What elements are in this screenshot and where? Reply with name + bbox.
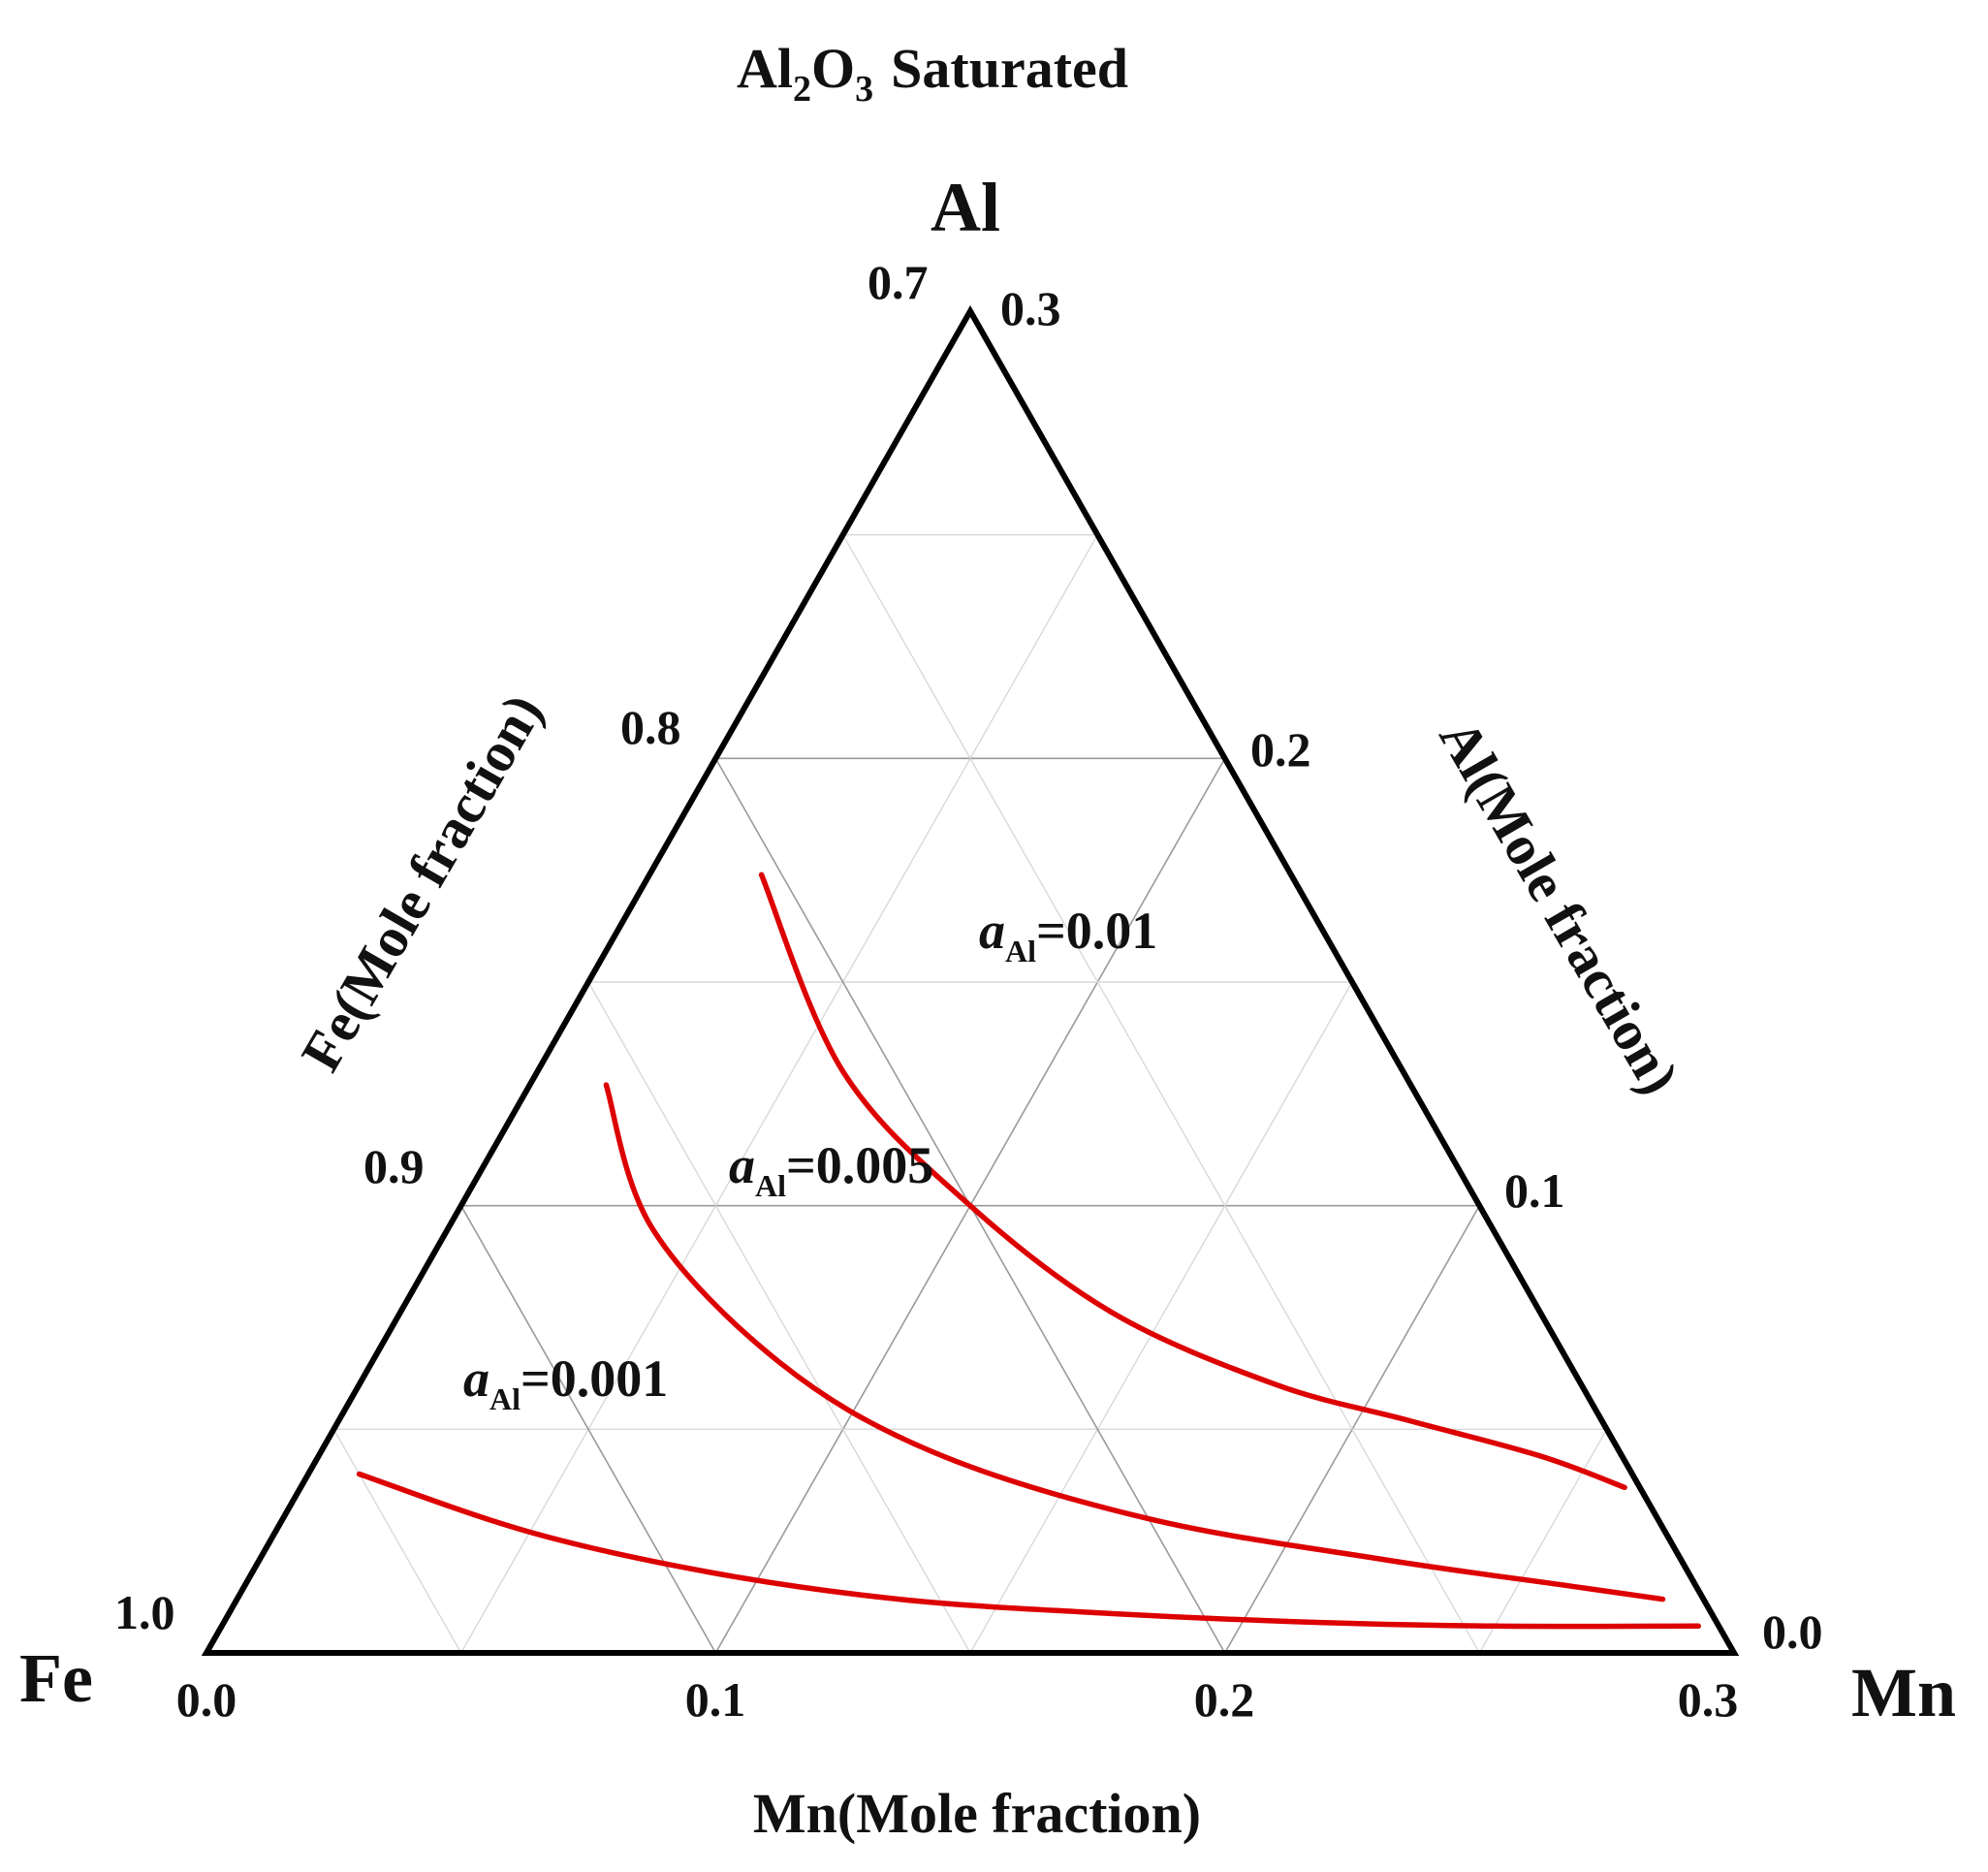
al-axis-title: Al(Mole fraction) <box>1427 709 1691 1104</box>
gridline-mn <box>969 981 1353 1654</box>
fe-tick-0.9: 0.9 <box>363 1139 425 1193</box>
curve-series-1 <box>603 1082 1666 1602</box>
al-tick-0.0: 0.0 <box>1762 1604 1823 1659</box>
fe-tick-0.7: 0.7 <box>868 255 929 309</box>
activity-curves <box>356 872 1701 1630</box>
curve-label-0.001: aAl=0.001 <box>463 1349 668 1416</box>
mn-tick-0.3: 0.3 <box>1678 1672 1739 1727</box>
gridline-fe <box>332 1428 462 1654</box>
fe-axis-title: Fe(Mole fraction) <box>289 683 554 1081</box>
vertex-label-al: Al <box>931 169 1000 246</box>
vertex-label-fe: Fe <box>19 1639 93 1717</box>
gridline-fe <box>587 981 971 1654</box>
mn-axis-title: Mn(Mole fraction) <box>753 1782 1201 1845</box>
fe-tick-0.8: 0.8 <box>620 700 681 754</box>
curve-label-0.01: aAl=0.01 <box>979 902 1157 968</box>
triangle-outline <box>201 304 1740 1656</box>
vertex-label-mn: Mn <box>1851 1654 1956 1731</box>
chart-title: Al2O3 Saturated <box>737 37 1128 110</box>
mn-tick-0.1: 0.1 <box>685 1672 746 1727</box>
mn-tick-0.0: 0.0 <box>176 1672 237 1727</box>
curve-series-2 <box>356 1471 1701 1630</box>
gridline-fe <box>842 534 1480 1654</box>
mn-tick-0.2: 0.2 <box>1194 1672 1255 1727</box>
gridline-mn <box>1478 1428 1608 1654</box>
fe-tick-1.0: 1.0 <box>114 1585 175 1639</box>
gridline-fe <box>459 1205 717 1654</box>
al-tick-0.2: 0.2 <box>1250 722 1311 777</box>
al-tick-0.3: 0.3 <box>1000 281 1061 335</box>
gridline-mn <box>460 534 1098 1654</box>
al-tick-0.1: 0.1 <box>1504 1163 1565 1218</box>
curve-series-0 <box>758 872 1627 1491</box>
curve-label-0.005: aAl=0.005 <box>729 1136 933 1203</box>
